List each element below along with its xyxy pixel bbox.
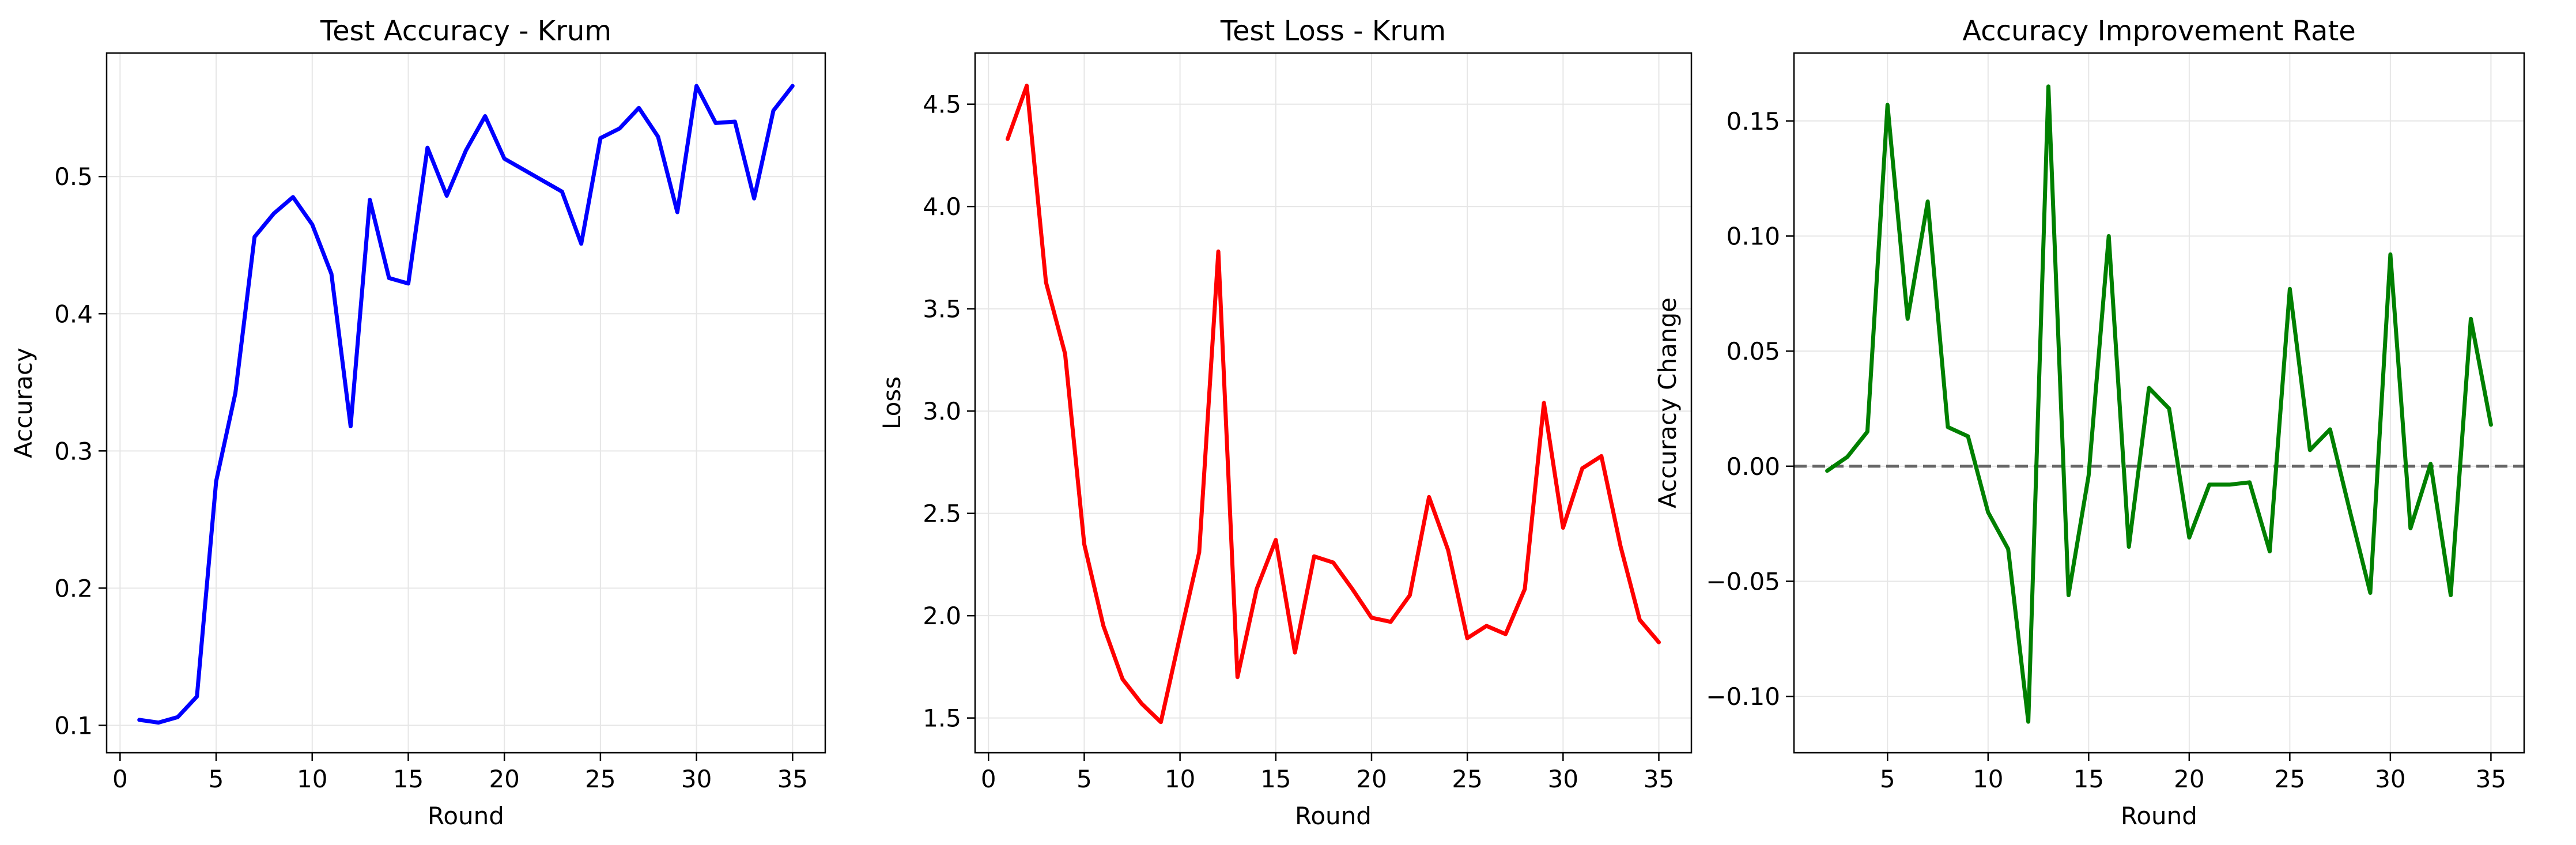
plot-frame [105,52,826,754]
y-axis-label: Accuracy [9,348,37,458]
y-tick-label: 0.05 [1726,337,1780,365]
x-tick-label: 25 [585,765,615,793]
x-axis-label: Round [2121,802,2197,830]
x-tick-label: 35 [777,765,808,793]
x-tick-label: 30 [2375,765,2405,793]
y-tick-label: 0.4 [54,300,93,328]
chart-title: Test Accuracy - Krum [320,15,611,47]
x-tick-label: 35 [2476,765,2506,793]
x-tick-label: 30 [681,765,712,793]
x-tick-label: 35 [1644,765,1674,793]
y-tick-label: 1.5 [923,704,961,733]
x-tick-label: 15 [2073,765,2104,793]
x-tick-label: 5 [209,765,224,793]
chart-panel-1: 0 5 10 15 20 25 30 35 0.1 0.2 0.3 0.4 0.5 Test Accura… [9,15,826,830]
plot-frame [1793,52,2525,754]
y-axis-label: Loss [878,376,906,429]
y-tick-label: 0.15 [1726,107,1780,135]
x-axis-label: Round [428,802,504,830]
y-axis-label: Accuracy Change [1653,297,1682,508]
x-tick-label: 0 [981,765,996,793]
x-tick-label: 5 [1077,765,1092,793]
x-tick-label: 15 [393,765,424,793]
series-line-1 [137,84,795,725]
x-tick-label: 0 [112,765,128,793]
y-tick-label: −0.10 [1706,682,1780,711]
y-tick-label: 0.1 [54,711,93,740]
y-tick-label: 0.3 [54,437,93,465]
x-tick-label: 25 [1452,765,1482,793]
x-tick-label: 20 [489,765,519,793]
x-tick-label: 15 [1260,765,1291,793]
plot-frame [974,52,1693,754]
y-tick-label: 0.00 [1726,452,1780,481]
x-tick-label: 10 [1973,765,2003,793]
y-tick-label: 2.0 [923,602,961,630]
x-tick-label: 25 [2275,765,2305,793]
y-tick-label: 4.0 [923,193,961,221]
y-tick-label: 3.5 [923,295,961,323]
y-tick-label: 2.5 [923,500,961,528]
series-line-1 [1006,84,1661,725]
y-tick-label: 0.2 [54,574,93,602]
y-tick-label: −0.05 [1706,567,1780,595]
x-tick-label: 20 [1356,765,1387,793]
x-tick-label: 5 [1880,765,1895,793]
x-axis-label: Round [1295,802,1372,830]
y-tick-label: 0.10 [1726,222,1780,250]
chart-title: Accuracy Improvement Rate [1962,15,2356,47]
y-tick-label: 3.0 [923,397,961,425]
x-tick-label: 10 [1165,765,1195,793]
x-tick-label: 10 [297,765,327,793]
chart-title: Test Loss - Krum [1220,15,1446,47]
series-line-1 [1825,84,2493,724]
y-tick-label: 0.5 [54,163,93,191]
x-tick-label: 30 [1548,765,1578,793]
chart-panel-2: 0 5 10 15 20 25 30 35 1.5 2.0 2.5 3.0 3.5 4.0 4.5 Test … [878,15,1693,830]
x-tick-label: 20 [2174,765,2204,793]
chart-panel-3: 5 10 15 20 25 30 35 −0.10 −0.05 0.00 0.05 0.10 0.15 A… [1653,15,2525,830]
y-tick-label: 4.5 [923,90,961,119]
